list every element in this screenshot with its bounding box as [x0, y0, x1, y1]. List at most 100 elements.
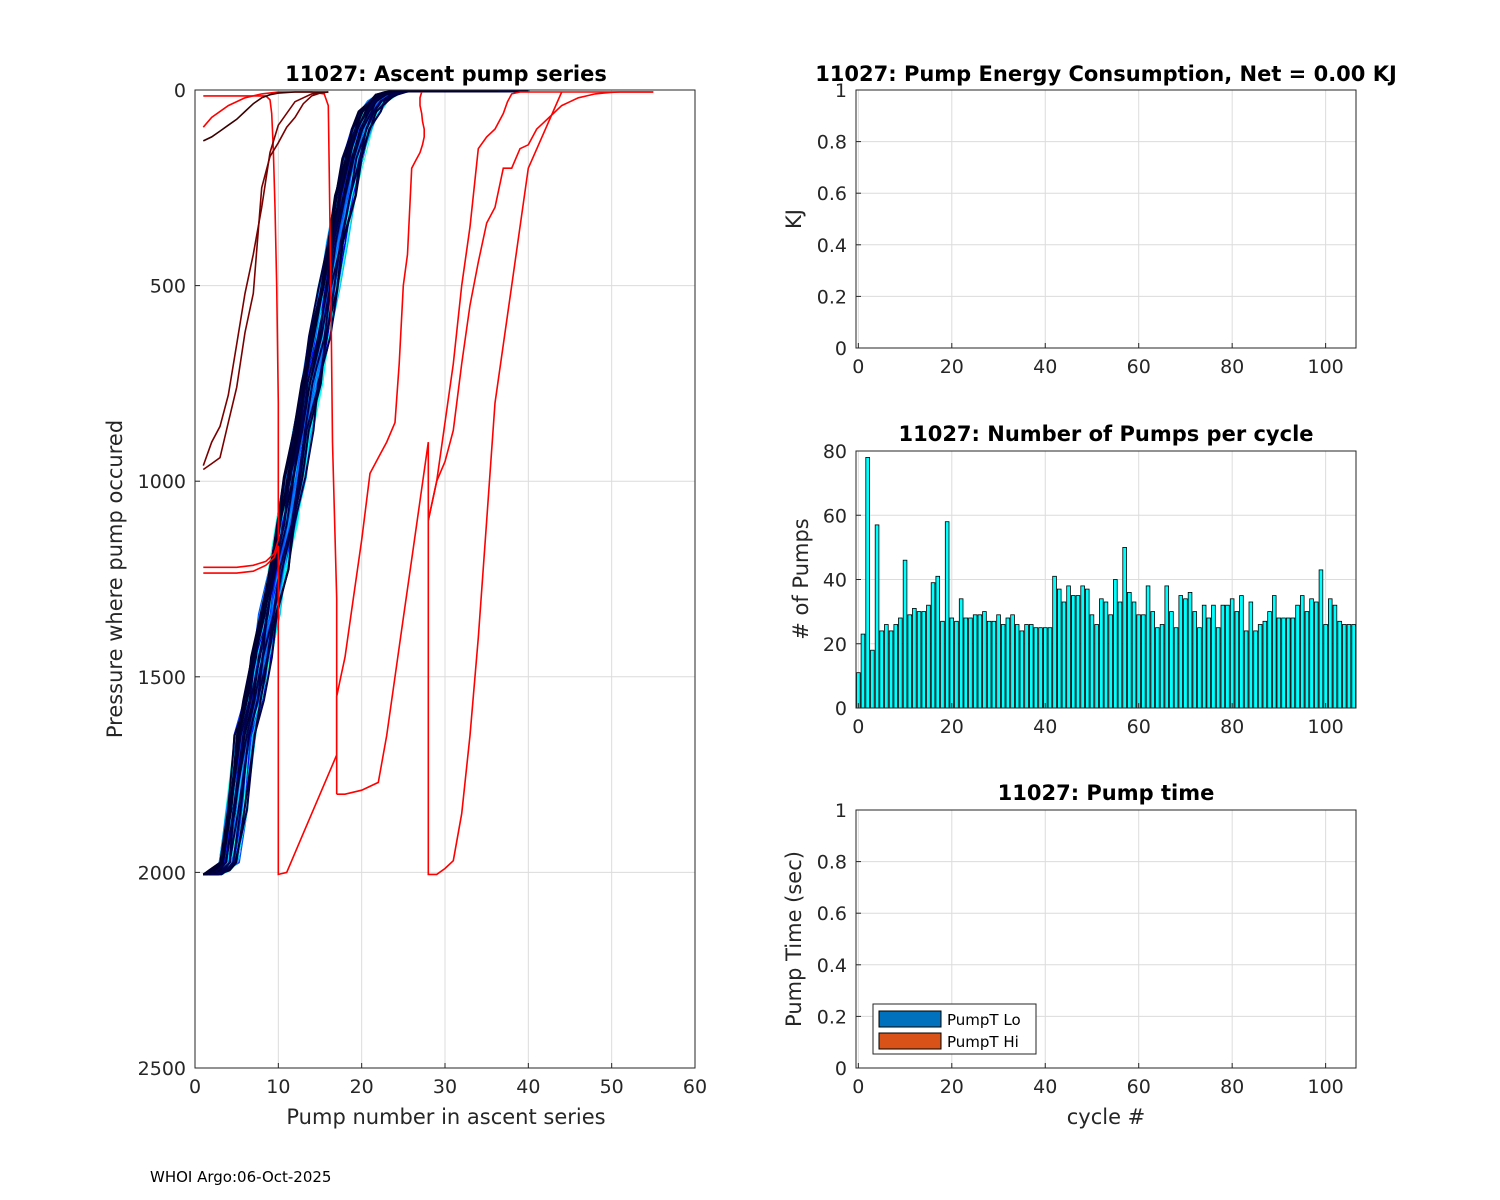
pumps-bar — [1080, 585, 1085, 709]
pumps-bar — [1318, 569, 1324, 709]
pumps-bars — [856, 456, 1356, 709]
pumps-bar — [1131, 601, 1137, 709]
pumps-bar — [1267, 611, 1272, 709]
ascent-line-cycle-red-e — [427, 91, 654, 521]
pumps-bar — [902, 559, 908, 709]
pumps-bar — [1314, 601, 1319, 709]
pumps-bar — [1145, 585, 1151, 709]
pumps-ticks: 0 20 40 60 80 100 0 20 40 60 80 — [823, 441, 1344, 738]
pumps-bar — [1272, 595, 1277, 709]
pumptime-ticks: 0 20 40 60 80 100 0 0.2 0.4 0.6 0.8 1 — [817, 800, 1344, 1098]
pumps-bar — [1159, 624, 1165, 709]
pumps-bar — [1113, 579, 1118, 709]
pumps-bar — [1215, 627, 1221, 709]
pumps-bar — [898, 617, 903, 709]
pumps-bar — [1239, 595, 1244, 709]
tick-label-x: 60 — [1127, 716, 1151, 738]
pumps-bar — [1141, 614, 1146, 709]
pumps-bar — [1211, 604, 1216, 709]
pumps-bar — [916, 611, 922, 709]
pumps-bar — [991, 620, 997, 709]
tick-label-x: 30 — [433, 1076, 457, 1098]
pumps-bar — [1127, 592, 1132, 709]
pumps-bar — [977, 614, 983, 709]
tick-label-y: 0 — [835, 338, 847, 360]
pumps-bar — [884, 624, 889, 709]
tick-label-x: 0 — [852, 1076, 864, 1098]
pumps-bar — [888, 630, 894, 709]
tick-label-y: 0.2 — [817, 1006, 847, 1028]
pumps-bar — [1085, 588, 1090, 709]
pumps-bar — [1183, 598, 1188, 709]
ascent-ticks: 0 10 20 30 40 50 60 0 500 1000 1500 2000 2500 — [138, 80, 707, 1098]
pumps-bar — [972, 614, 978, 709]
tick-label-y: 0 — [835, 698, 847, 720]
tick-label-x: 20 — [350, 1076, 374, 1098]
tick-label-x: 40 — [516, 1076, 540, 1098]
energy-panel: 0 20 40 60 80 100 0 0.2 0.4 0.6 0.8 1 11027: Pump E… — [782, 62, 1397, 378]
tick-label-y: 20 — [823, 634, 847, 656]
pumps-bar — [1075, 595, 1081, 709]
ascent-ylabel: Pressure where pump occured — [103, 420, 127, 738]
ascent-line-bundle — [203, 90, 499, 876]
pumps-bar — [1286, 617, 1291, 709]
pumps-bar — [1052, 575, 1057, 709]
pumps-ylabel: # of Pumps — [789, 518, 813, 640]
pumps-bar — [935, 575, 941, 709]
tick-label-y: 2000 — [138, 862, 186, 884]
pumps-bar — [1000, 624, 1006, 709]
pumps-bar — [1136, 614, 1141, 709]
pumps-bar — [1290, 617, 1296, 709]
pumptime-title: 11027: Pump time — [998, 781, 1215, 805]
pumps-bar — [1155, 627, 1160, 709]
pumps-bar — [1192, 611, 1198, 709]
tick-label-y: 500 — [150, 276, 186, 298]
pumps-bar — [1234, 611, 1240, 709]
tick-label-y: 40 — [823, 570, 847, 592]
pumps-count-panel: 0 20 40 60 80 100 0 20 40 60 80 11027: Number of P… — [789, 422, 1357, 738]
pumps-bar — [1024, 624, 1029, 709]
energy-ticks: 0 20 40 60 80 100 0 0.2 0.4 0.6 0.8 1 — [817, 80, 1344, 378]
pumps-bar — [1047, 627, 1053, 709]
tick-label-y: 1500 — [138, 667, 186, 689]
pumps-bar — [912, 608, 917, 709]
tick-label-y: 0.8 — [817, 852, 847, 874]
pumps-bar — [1103, 601, 1109, 709]
pumps-bar — [1248, 601, 1254, 709]
pumps-bar — [921, 611, 927, 709]
pumps-bar — [1295, 604, 1300, 709]
tick-label-x: 0 — [189, 1076, 201, 1098]
ascent-line-cycle-red-c — [335, 91, 426, 795]
energy-axes-box — [855, 89, 1357, 349]
pumps-bar — [1094, 624, 1099, 709]
pumps-bar — [1173, 627, 1179, 709]
pumps-bar — [1071, 595, 1076, 709]
pumps-bar — [930, 582, 936, 709]
pumps-bar — [968, 617, 973, 709]
ascent-line-cycle-red-b — [202, 91, 338, 876]
pumptime-xlabel: cycle # — [1067, 1105, 1146, 1129]
tick-label-y: 80 — [823, 441, 847, 463]
pumps-bar — [860, 633, 866, 709]
pumps-bar — [856, 672, 861, 709]
pumps-bar — [1014, 624, 1020, 709]
pumps-bar — [1187, 592, 1193, 709]
pumptime-legend[interactable]: PumpT Lo PumpT Hi — [872, 1003, 1037, 1055]
legend-swatch-lo — [878, 1010, 942, 1028]
pumps-title: 11027: Number of Pumps per cycle — [898, 422, 1313, 446]
tick-label-y: 0.4 — [817, 235, 847, 257]
tick-label-x: 40 — [1033, 1076, 1057, 1098]
pumptime-axes-box — [855, 809, 1357, 1069]
pump-time-panel: 0 20 40 60 80 100 0 0.2 0.4 0.6 0.8 1 11027: Pump t… — [782, 781, 1357, 1129]
ascent-line-cycle-darkred-c — [202, 91, 329, 142]
ascent-pump-panel: 0 10 20 30 40 50 60 0 500 1000 1500 2000 2500 11027:… — [103, 62, 707, 1129]
pumps-bar — [1178, 595, 1184, 709]
pumps-bar — [1332, 604, 1338, 709]
tick-label-x: 10 — [266, 1076, 290, 1098]
pumps-bar — [1225, 604, 1230, 709]
pumps-bar — [1229, 598, 1235, 709]
pumps-bar — [963, 617, 969, 709]
pumps-bar — [949, 617, 955, 709]
ascent-title: 11027: Ascent pump series — [285, 62, 607, 86]
